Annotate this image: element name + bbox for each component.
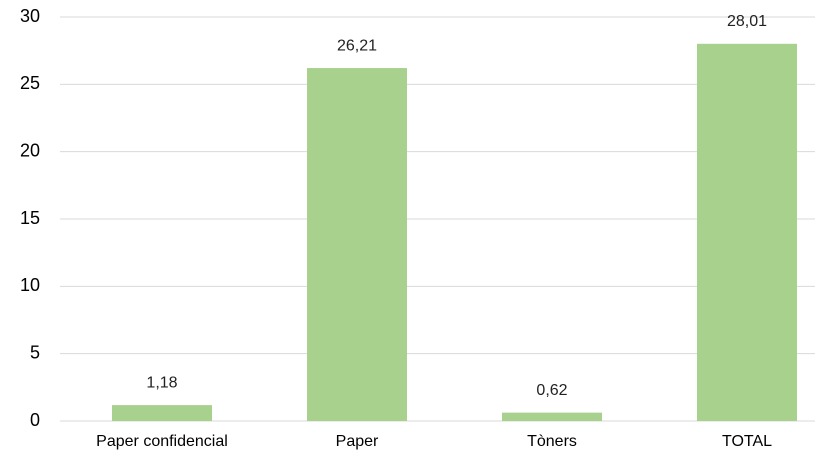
- y-tick-label: 0: [30, 410, 40, 430]
- x-tick-label: Tòners: [527, 433, 577, 450]
- value-label: 28,01: [727, 13, 767, 30]
- y-tick-label: 30: [20, 6, 40, 26]
- value-label: 26,21: [337, 37, 377, 54]
- value-label: 0,62: [536, 382, 567, 399]
- bar: [307, 68, 407, 421]
- x-tick-label: TOTAL: [722, 433, 772, 450]
- y-tick-label: 10: [20, 275, 40, 295]
- bar: [112, 405, 212, 421]
- value-label: 1,18: [146, 374, 177, 391]
- y-tick-label: 25: [20, 73, 40, 93]
- y-tick-label: 5: [30, 342, 40, 362]
- y-tick-label: 20: [20, 140, 40, 160]
- x-tick-label: Paper confidencial: [96, 433, 228, 450]
- y-tick-label: 15: [20, 208, 40, 228]
- bar: [697, 43, 797, 421]
- bar: [502, 412, 602, 421]
- x-tick-label: Paper: [336, 433, 379, 450]
